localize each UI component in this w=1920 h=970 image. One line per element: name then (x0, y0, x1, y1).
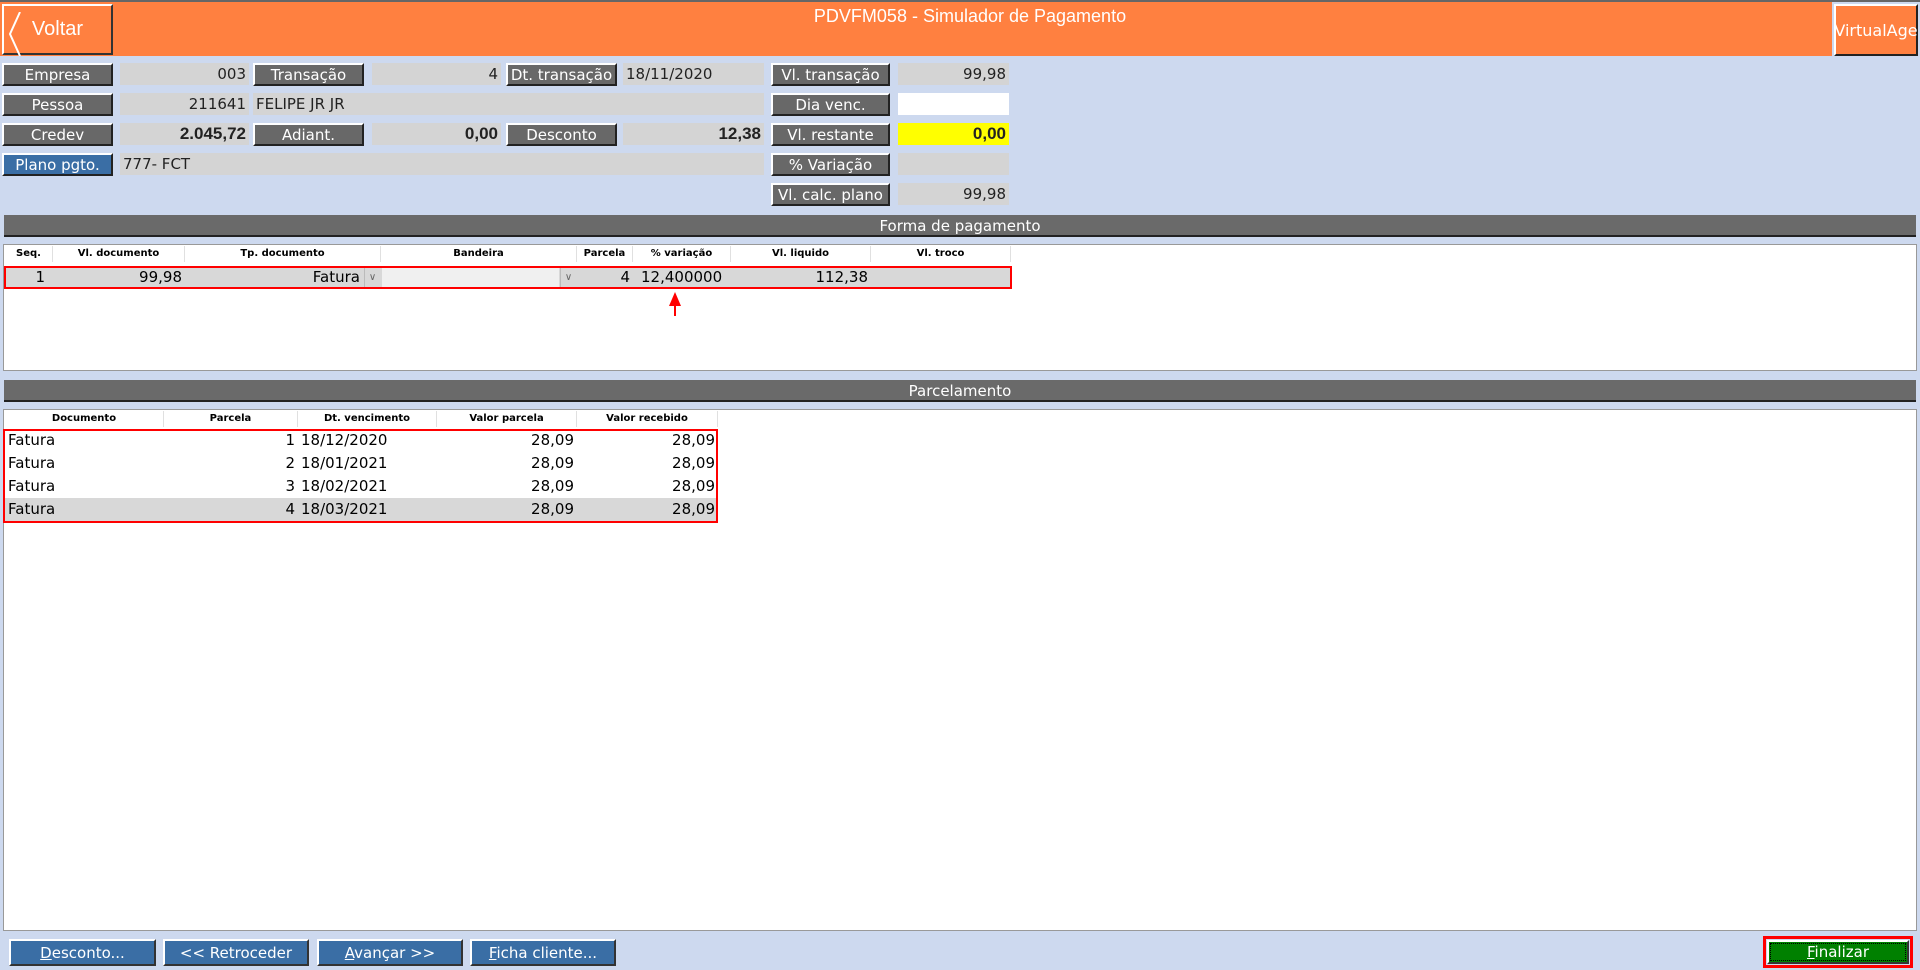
finalizar-button-label: Finalizar (1807, 943, 1869, 961)
dt-transacao-field[interactable]: 18/11/2020 (623, 63, 764, 85)
finalizar-highlight (1763, 936, 1913, 968)
pessoa-label[interactable]: Pessoa (2, 93, 113, 116)
table-row[interactable] (4, 475, 717, 498)
vl-transacao-label[interactable]: Vl. transação (771, 63, 890, 86)
col-documento[interactable]: Documento (5, 411, 164, 427)
cell-variacao[interactable]: 12,400000 (641, 268, 723, 286)
col-parcela[interactable]: Parcela (164, 411, 298, 427)
cell-vl-documento[interactable]: 99,98 (139, 268, 182, 286)
credev-label[interactable]: Credev (2, 123, 113, 146)
col-variacao[interactable]: % variação (633, 246, 731, 262)
cell-vl-troco[interactable] (871, 266, 1011, 288)
parcelamento-header: Parcelamento (4, 380, 1916, 402)
table-row[interactable] (4, 452, 717, 475)
cell-dt-vencimento: 18/12/2020 (301, 431, 388, 449)
col-vl-liquido[interactable]: Vl. liquido (731, 246, 871, 262)
dia-venc-field[interactable] (898, 93, 1009, 115)
cell-valor-recebido: 28,09 (672, 431, 715, 449)
vl-restante-field: 0,00 (898, 123, 1009, 145)
variacao-field[interactable] (898, 153, 1009, 175)
tp-documento-select[interactable]: Fatura (312, 268, 360, 286)
col-vl-troco[interactable]: Vl. troco (871, 246, 1011, 262)
col-valor-recebido[interactable]: Valor recebido (577, 411, 718, 427)
forma-pagamento-header: Forma de pagamento (4, 215, 1916, 237)
header-bar (0, 2, 1832, 56)
chevron-down-icon[interactable]: ∨ (560, 268, 576, 287)
credev-field: 2.045,72 (120, 123, 249, 145)
pessoa-code-field[interactable]: 211641 (120, 93, 249, 115)
adiant-field: 0,00 (372, 123, 501, 145)
virtualage-button[interactable]: VirtualAge (1834, 4, 1918, 56)
dt-transacao-label[interactable]: Dt. transação (506, 63, 617, 86)
avancar-button[interactable]: Avançar >> (317, 939, 463, 966)
vl-calc-plano-field: 99,98 (898, 183, 1009, 205)
cell-parcela: 3 (285, 477, 295, 495)
empresa-label[interactable]: Empresa (2, 63, 113, 86)
table-row[interactable] (4, 429, 717, 452)
cell-seq: 1 (35, 268, 45, 286)
col-parcela[interactable]: Parcela (577, 246, 633, 262)
chevron-left-icon (8, 12, 21, 56)
table-row[interactable] (4, 498, 717, 521)
bandeira-select[interactable] (382, 268, 559, 287)
transacao-label[interactable]: Transação (253, 63, 364, 86)
col-valor-parcela[interactable]: Valor parcela (437, 411, 577, 427)
cell-parcela: 2 (285, 454, 295, 472)
transacao-field[interactable]: 4 (372, 63, 501, 85)
col-seq[interactable]: Seq. (5, 246, 53, 262)
ficha-cliente-button-label: Ficha cliente... (488, 943, 598, 962)
cell-valor-parcela: 28,09 (531, 477, 574, 495)
red-arrow-up-icon (669, 292, 681, 316)
cell-documento: Fatura (8, 500, 56, 518)
back-button[interactable]: Voltar (2, 4, 113, 56)
adiant-label[interactable]: Adiant. (253, 123, 364, 146)
cell-dt-vencimento: 18/02/2021 (301, 477, 388, 495)
cell-dt-vencimento: 18/03/2021 (301, 500, 388, 518)
col-vl-documento[interactable]: Vl. documento (53, 246, 185, 262)
back-label: Voltar (31, 18, 84, 40)
desconto-field: 12,38 (623, 123, 764, 145)
col-bandeira[interactable]: Bandeira (381, 246, 577, 262)
cell-valor-parcela: 28,09 (531, 454, 574, 472)
page-title: PDVFM058 - Simulador de Pagamento (813, 6, 1127, 26)
retroceder-button[interactable]: << Retroceder (163, 939, 309, 966)
cell-valor-recebido: 28,09 (672, 477, 715, 495)
cell-documento: Fatura (8, 431, 56, 449)
plano-pgto-button[interactable]: Plano pgto. (2, 153, 113, 176)
cell-documento: Fatura (8, 477, 56, 495)
cell-valor-recebido: 28,09 (672, 500, 715, 518)
cell-vl-liquido[interactable]: 112,38 (815, 268, 869, 286)
empresa-field[interactable]: 003 (120, 63, 249, 85)
desconto-button-label: Desconto... (40, 943, 125, 962)
cell-dt-vencimento: 18/01/2021 (301, 454, 388, 472)
cell-parcela: 1 (285, 431, 295, 449)
dia-venc-label[interactable]: Dia venc. (771, 93, 890, 116)
col-tp-documento[interactable]: Tp. documento (185, 246, 381, 262)
desconto-button[interactable]: Desconto... (9, 939, 156, 966)
cell-valor-parcela: 28,09 (531, 431, 574, 449)
cell-parcela[interactable]: 4 (620, 268, 630, 286)
plano-pgto-field[interactable]: 777- FCT (120, 153, 764, 175)
vl-transacao-field[interactable]: 99,98 (898, 63, 1009, 85)
vl-calc-plano-label[interactable]: Vl. calc. plano (771, 183, 890, 206)
chevron-down-icon[interactable]: ∨ (364, 268, 380, 287)
desconto-label[interactable]: Desconto (506, 123, 617, 146)
ficha-cliente-button[interactable]: Ficha cliente... (470, 939, 616, 966)
cell-valor-parcela: 28,09 (531, 500, 574, 518)
avancar-button-label: Avançar >> (344, 943, 436, 962)
cell-valor-recebido: 28,09 (672, 454, 715, 472)
cell-documento: Fatura (8, 454, 56, 472)
finalizar-button[interactable]: Finalizar (1767, 940, 1909, 964)
col-dt-vencimento[interactable]: Dt. vencimento (298, 411, 437, 427)
cell-parcela: 4 (285, 500, 295, 518)
forma-pagamento-table (3, 244, 1917, 371)
variacao-label[interactable]: % Variação (771, 153, 890, 176)
vl-restante-label[interactable]: Vl. restante (771, 123, 890, 146)
pessoa-name-field: FELIPE JR JR (253, 93, 764, 115)
